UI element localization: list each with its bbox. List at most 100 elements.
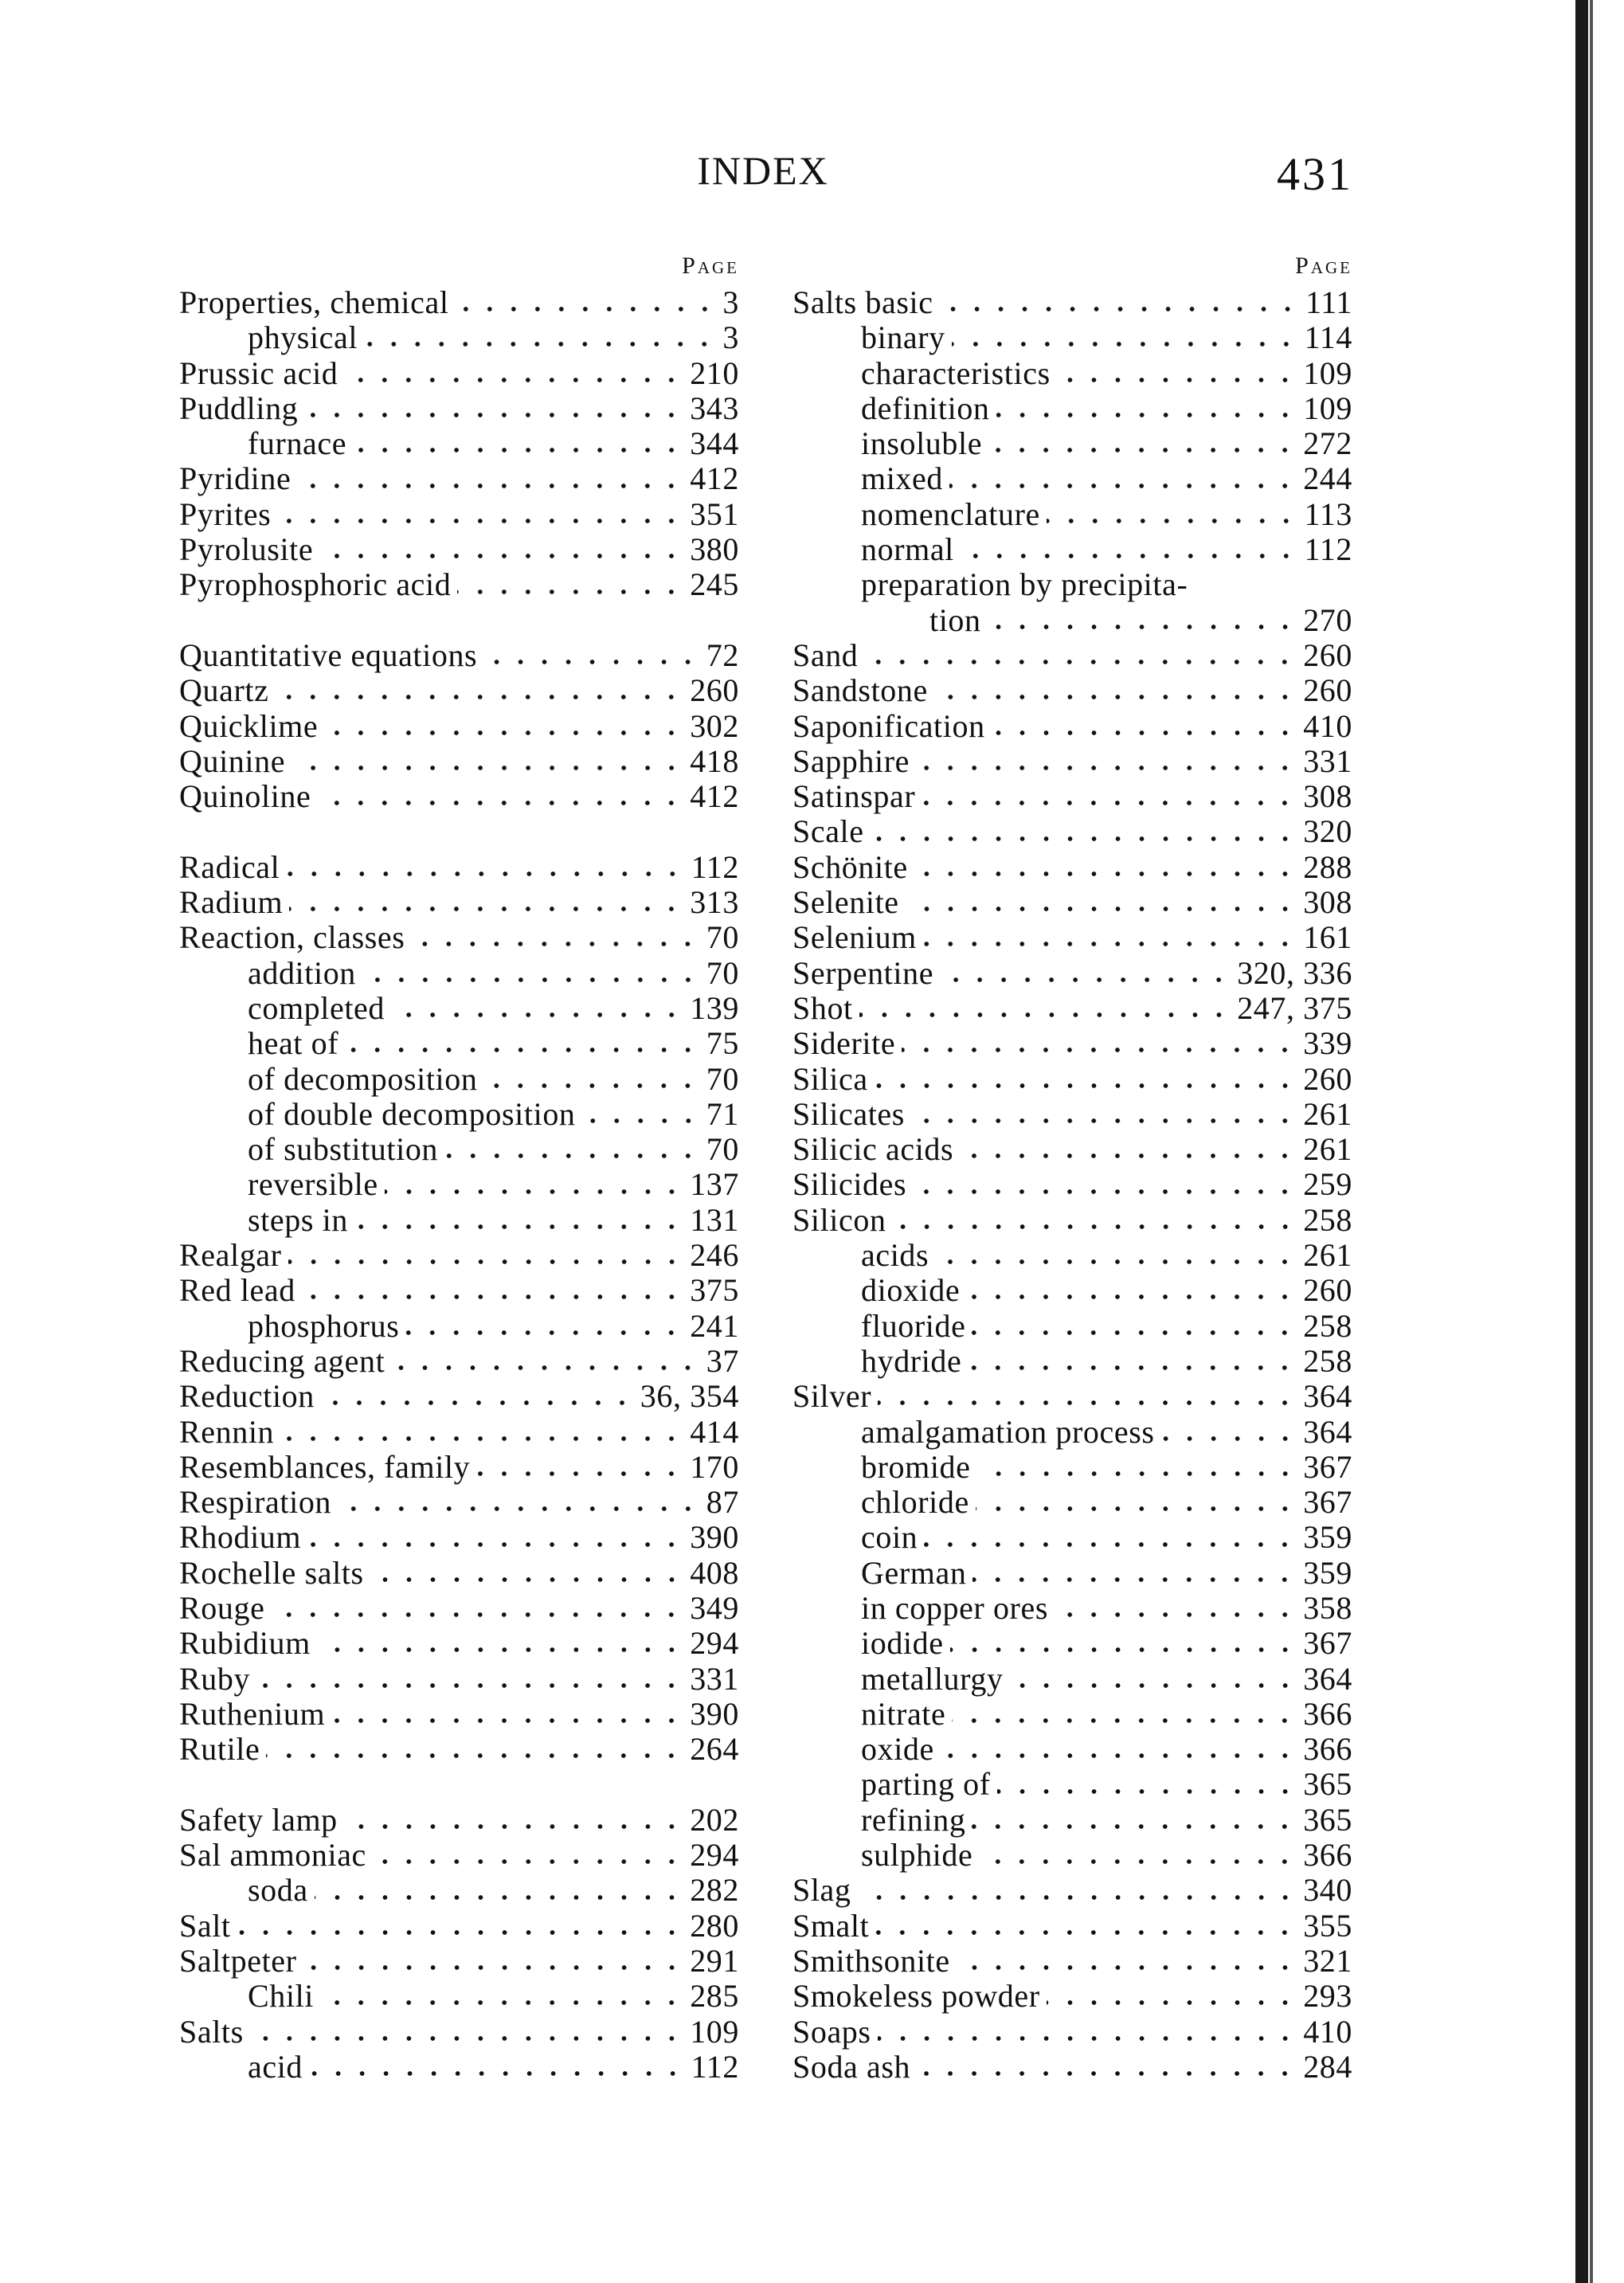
entry-term: Resemblances, family: [179, 1448, 471, 1485]
entry-term: nitrate: [861, 1695, 946, 1732]
entry-term: Soda ash: [792, 2048, 911, 2085]
index-entry: Respiration 87: [179, 1484, 739, 1521]
dot-leader: [476, 1469, 684, 1478]
dot-leader: [455, 305, 717, 314]
entry-page: 70: [706, 919, 739, 956]
entry-term: German: [861, 1554, 967, 1591]
entry-page: 112: [1304, 531, 1352, 568]
entry-page: 87: [706, 1484, 739, 1521]
entry-page: 161: [1303, 919, 1352, 956]
entry-term: Realgar: [179, 1237, 282, 1274]
entry-term: Silicides: [792, 1166, 907, 1203]
entry-term: Sand: [792, 636, 859, 673]
dot-leader: [939, 305, 1300, 314]
dot-leader: [960, 1152, 1297, 1161]
entry-page: 288: [1303, 848, 1352, 885]
index-entry: Resemblances, family 170: [179, 1448, 739, 1485]
dot-leader: [1046, 516, 1298, 525]
entry-term: Quantitative equations: [179, 636, 478, 673]
entry-page: 70: [706, 1131, 739, 1168]
index-entry: Smalt 355: [792, 1908, 1352, 1944]
index-entry: insoluble 272: [792, 425, 1352, 461]
entry-term: Salt: [179, 1907, 231, 1944]
index-entry: sulphide 366: [792, 1837, 1352, 1873]
dot-leader: [913, 1187, 1297, 1196]
entry-page: 260: [690, 672, 739, 709]
entry-term: fluoride: [861, 1307, 966, 1344]
entry-page: 139: [690, 989, 739, 1026]
dot-leader: [286, 869, 685, 878]
entry-page: 3: [722, 284, 739, 320]
entry-term: Sapphire: [792, 742, 910, 779]
dot-leader: [1056, 375, 1297, 384]
dot-leader: [271, 1611, 684, 1619]
dot-leader: [949, 481, 1297, 490]
index-entry: Properties, chemical 3: [179, 284, 739, 320]
entry-page: 412: [690, 778, 739, 815]
entry-page: 366: [1303, 1731, 1352, 1768]
entry-term: physical: [248, 319, 358, 356]
entry-page: 291: [690, 1942, 739, 1979]
entry-page: 270: [1303, 601, 1352, 638]
entry-term: Saponification: [792, 707, 985, 744]
entry-term: Reducing agent: [179, 1342, 385, 1379]
dot-leader: [991, 728, 1297, 737]
entry-page: 321: [1303, 1942, 1352, 1979]
index-entry: Slag 340: [792, 1872, 1352, 1909]
index-entry: soda 282: [179, 1873, 739, 1909]
dot-leader: [966, 1293, 1297, 1302]
entry-term: Silica: [792, 1060, 868, 1097]
entry-term: definition: [861, 390, 990, 426]
dot-leader: [391, 1011, 684, 1020]
entry-page: 343: [690, 390, 739, 426]
index-entry: Selenium 161: [792, 919, 1352, 956]
entry-term: Prussic acid: [179, 354, 338, 391]
index-entry: Salt 280: [179, 1907, 739, 1944]
entry-term: chloride: [861, 1484, 969, 1521]
dot-leader: [910, 1116, 1297, 1125]
entry-page: 364: [1303, 1378, 1352, 1415]
dot-leader: [316, 1646, 684, 1654]
dot-leader: [976, 1469, 1297, 1478]
entry-page: 258: [1303, 1201, 1352, 1238]
index-entry: Silicon 258: [792, 1201, 1352, 1238]
entry-term: Rochelle salts: [179, 1554, 364, 1591]
entry-term: of substitution: [248, 1131, 439, 1168]
dot-leader: [301, 1293, 684, 1302]
entry-page: 340: [1303, 1872, 1352, 1909]
entry-term: Rhodium: [179, 1519, 302, 1556]
entry-term: Siderite: [792, 1025, 896, 1062]
entry-term: Silver: [792, 1378, 872, 1415]
entry-term: hydride: [861, 1342, 962, 1379]
entry-page: 109: [1303, 390, 1352, 426]
dot-leader: [405, 1328, 684, 1337]
index-entry: oxide 366: [792, 1731, 1352, 1768]
index-entry: Smokeless powder 293: [792, 1978, 1352, 2015]
entry-page: 259: [1303, 1166, 1352, 1203]
entry-term: Ruthenium: [179, 1695, 326, 1732]
entry-term: Rubidium: [179, 1625, 311, 1662]
entry-page: 339: [1303, 1025, 1352, 1062]
index-entry: of double decomposition 71: [179, 1095, 739, 1132]
blank-line: [179, 603, 739, 638]
dot-leader: [940, 1752, 1297, 1760]
dot-leader: [875, 1928, 1297, 1936]
dot-leader: [857, 1893, 1297, 1901]
index-entry: Ruthenium 390: [179, 1695, 739, 1732]
index-entry: Chili 285: [179, 1978, 739, 2014]
dot-leader: [362, 975, 700, 984]
entry-term: Reduction: [179, 1378, 315, 1415]
entry-page: 261: [1303, 1095, 1352, 1132]
dot-leader: [922, 799, 1297, 808]
index-entry: Pyrophosphoric acid 245: [179, 567, 739, 603]
dot-leader: [996, 411, 1297, 420]
index-entry: Salts basic 111: [792, 284, 1352, 320]
entry-page: 75: [706, 1025, 739, 1062]
dot-leader: [972, 1575, 1297, 1584]
entry-term: of double decomposition: [248, 1095, 576, 1132]
dot-leader: [237, 1928, 684, 1936]
entry-page: 3: [722, 319, 739, 356]
index-entry: Scale 320: [792, 814, 1352, 850]
index-entry: addition 70: [179, 955, 739, 991]
entry-term: Smokeless powder: [792, 1978, 1040, 2015]
